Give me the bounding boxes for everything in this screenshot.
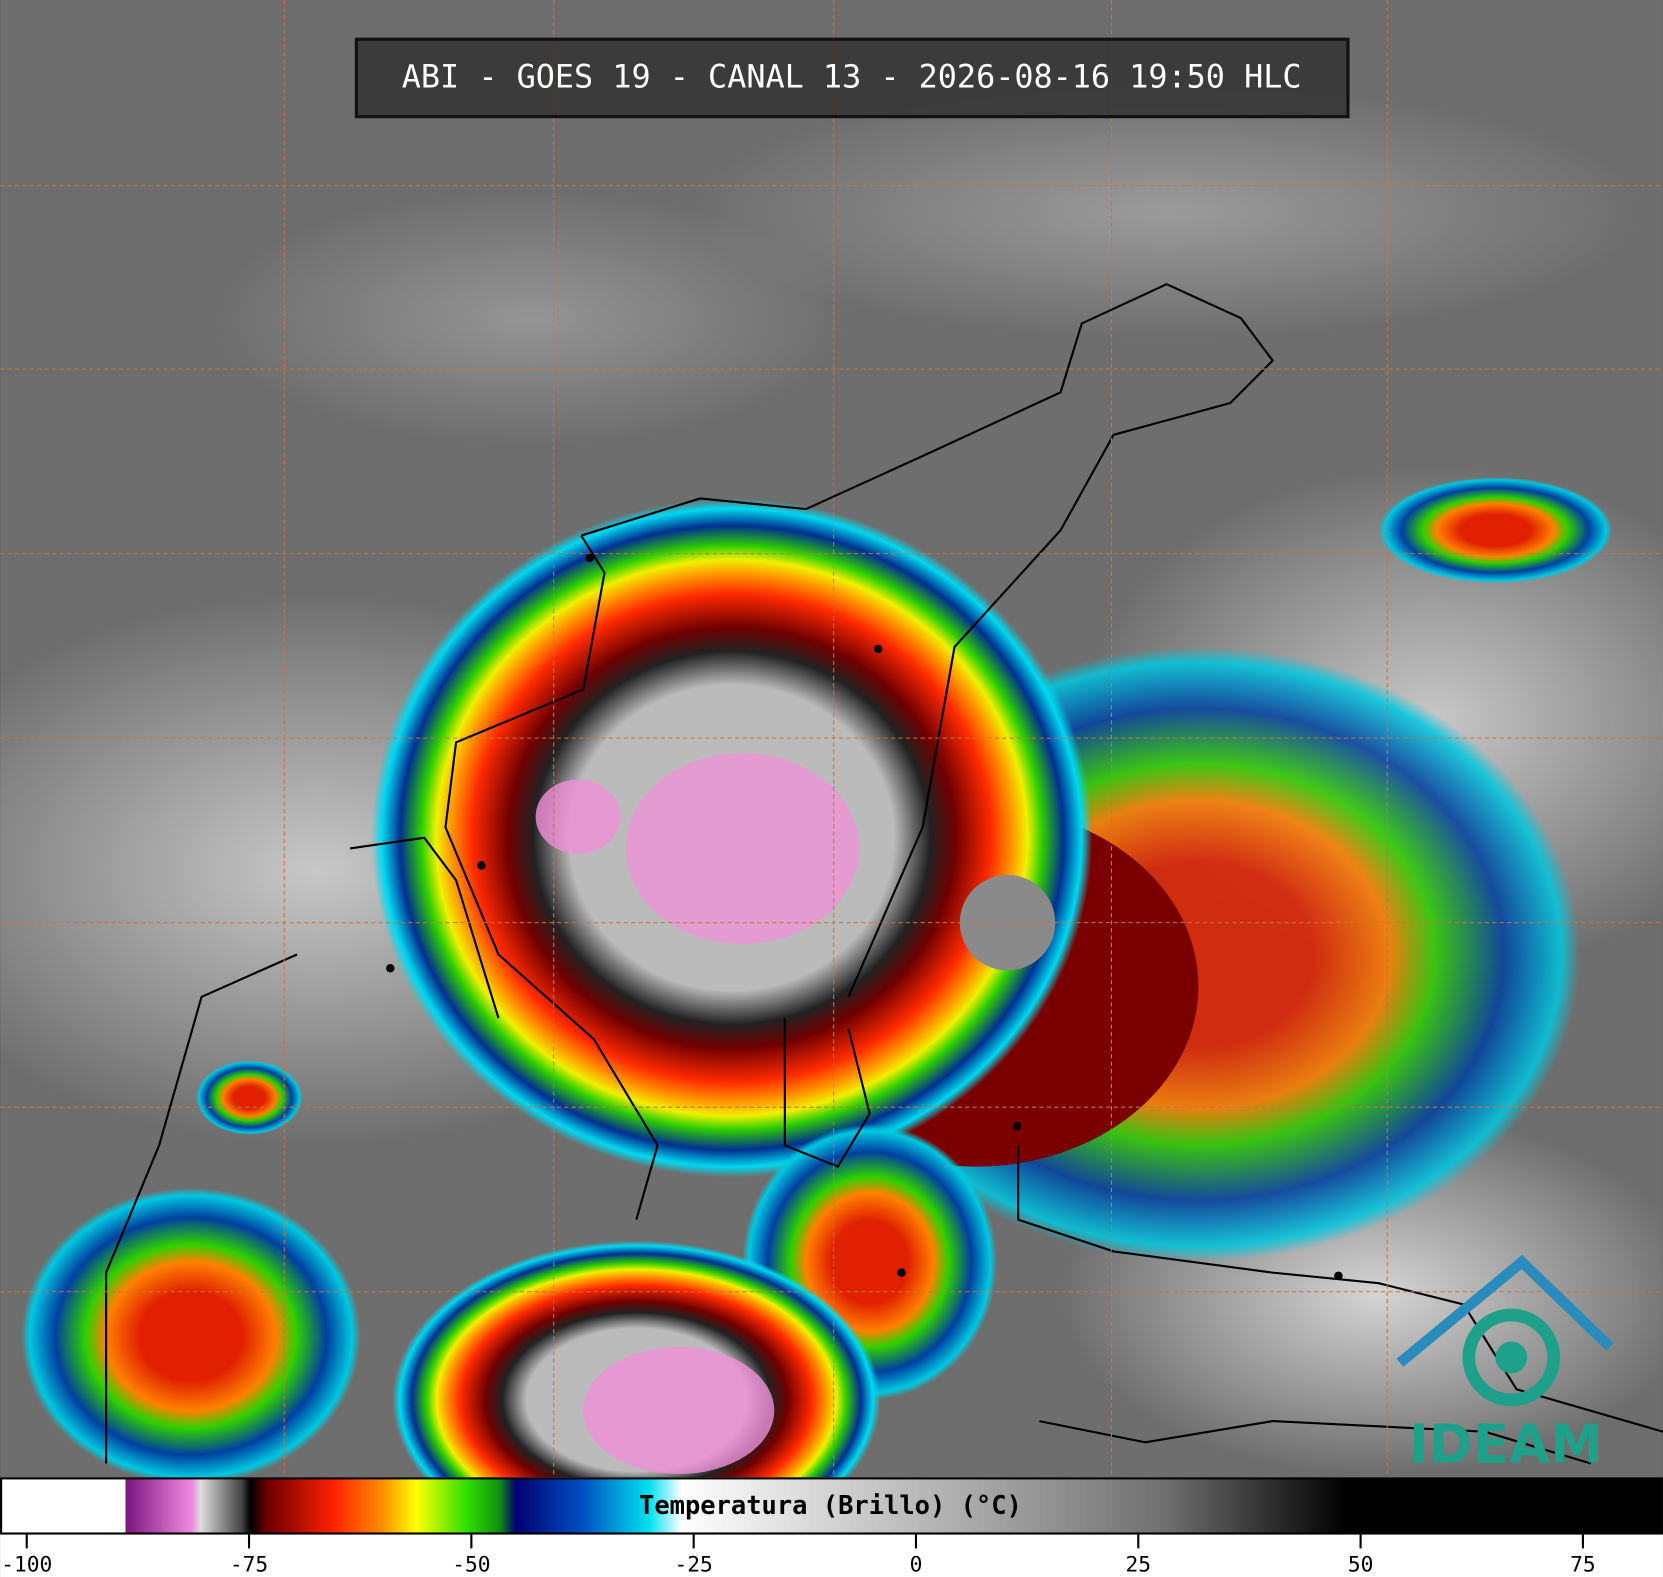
colorbar-label: Temperatura (Brillo) (°C) — [639, 1491, 1022, 1521]
colorbar — [0, 1477, 1663, 1535]
tick-label: 25 — [1126, 1552, 1152, 1577]
tick-label: -75 — [230, 1552, 268, 1577]
tick-label: -100 — [1, 1552, 52, 1577]
city-dots — [386, 553, 1343, 1281]
logo: IDEAM — [1396, 1254, 1614, 1475]
coastlines — [105, 283, 1663, 1465]
colorbar-ticks: -100 -75 -50 -25 0 25 50 75 — [1, 1534, 1596, 1577]
graticule — [0, 0, 1663, 1478]
title: ABI - GOES 19 - CANAL 13 - 2026-08-16 19… — [402, 57, 1302, 95]
tick-label: -25 — [675, 1552, 713, 1577]
tick-label: 0 — [910, 1552, 923, 1577]
tick-label: 75 — [1570, 1552, 1596, 1577]
logo-text: IDEAM — [1409, 1413, 1603, 1475]
title-box — [354, 37, 1350, 119]
tick-label: -50 — [452, 1552, 490, 1577]
tick-label: 50 — [1348, 1552, 1374, 1577]
